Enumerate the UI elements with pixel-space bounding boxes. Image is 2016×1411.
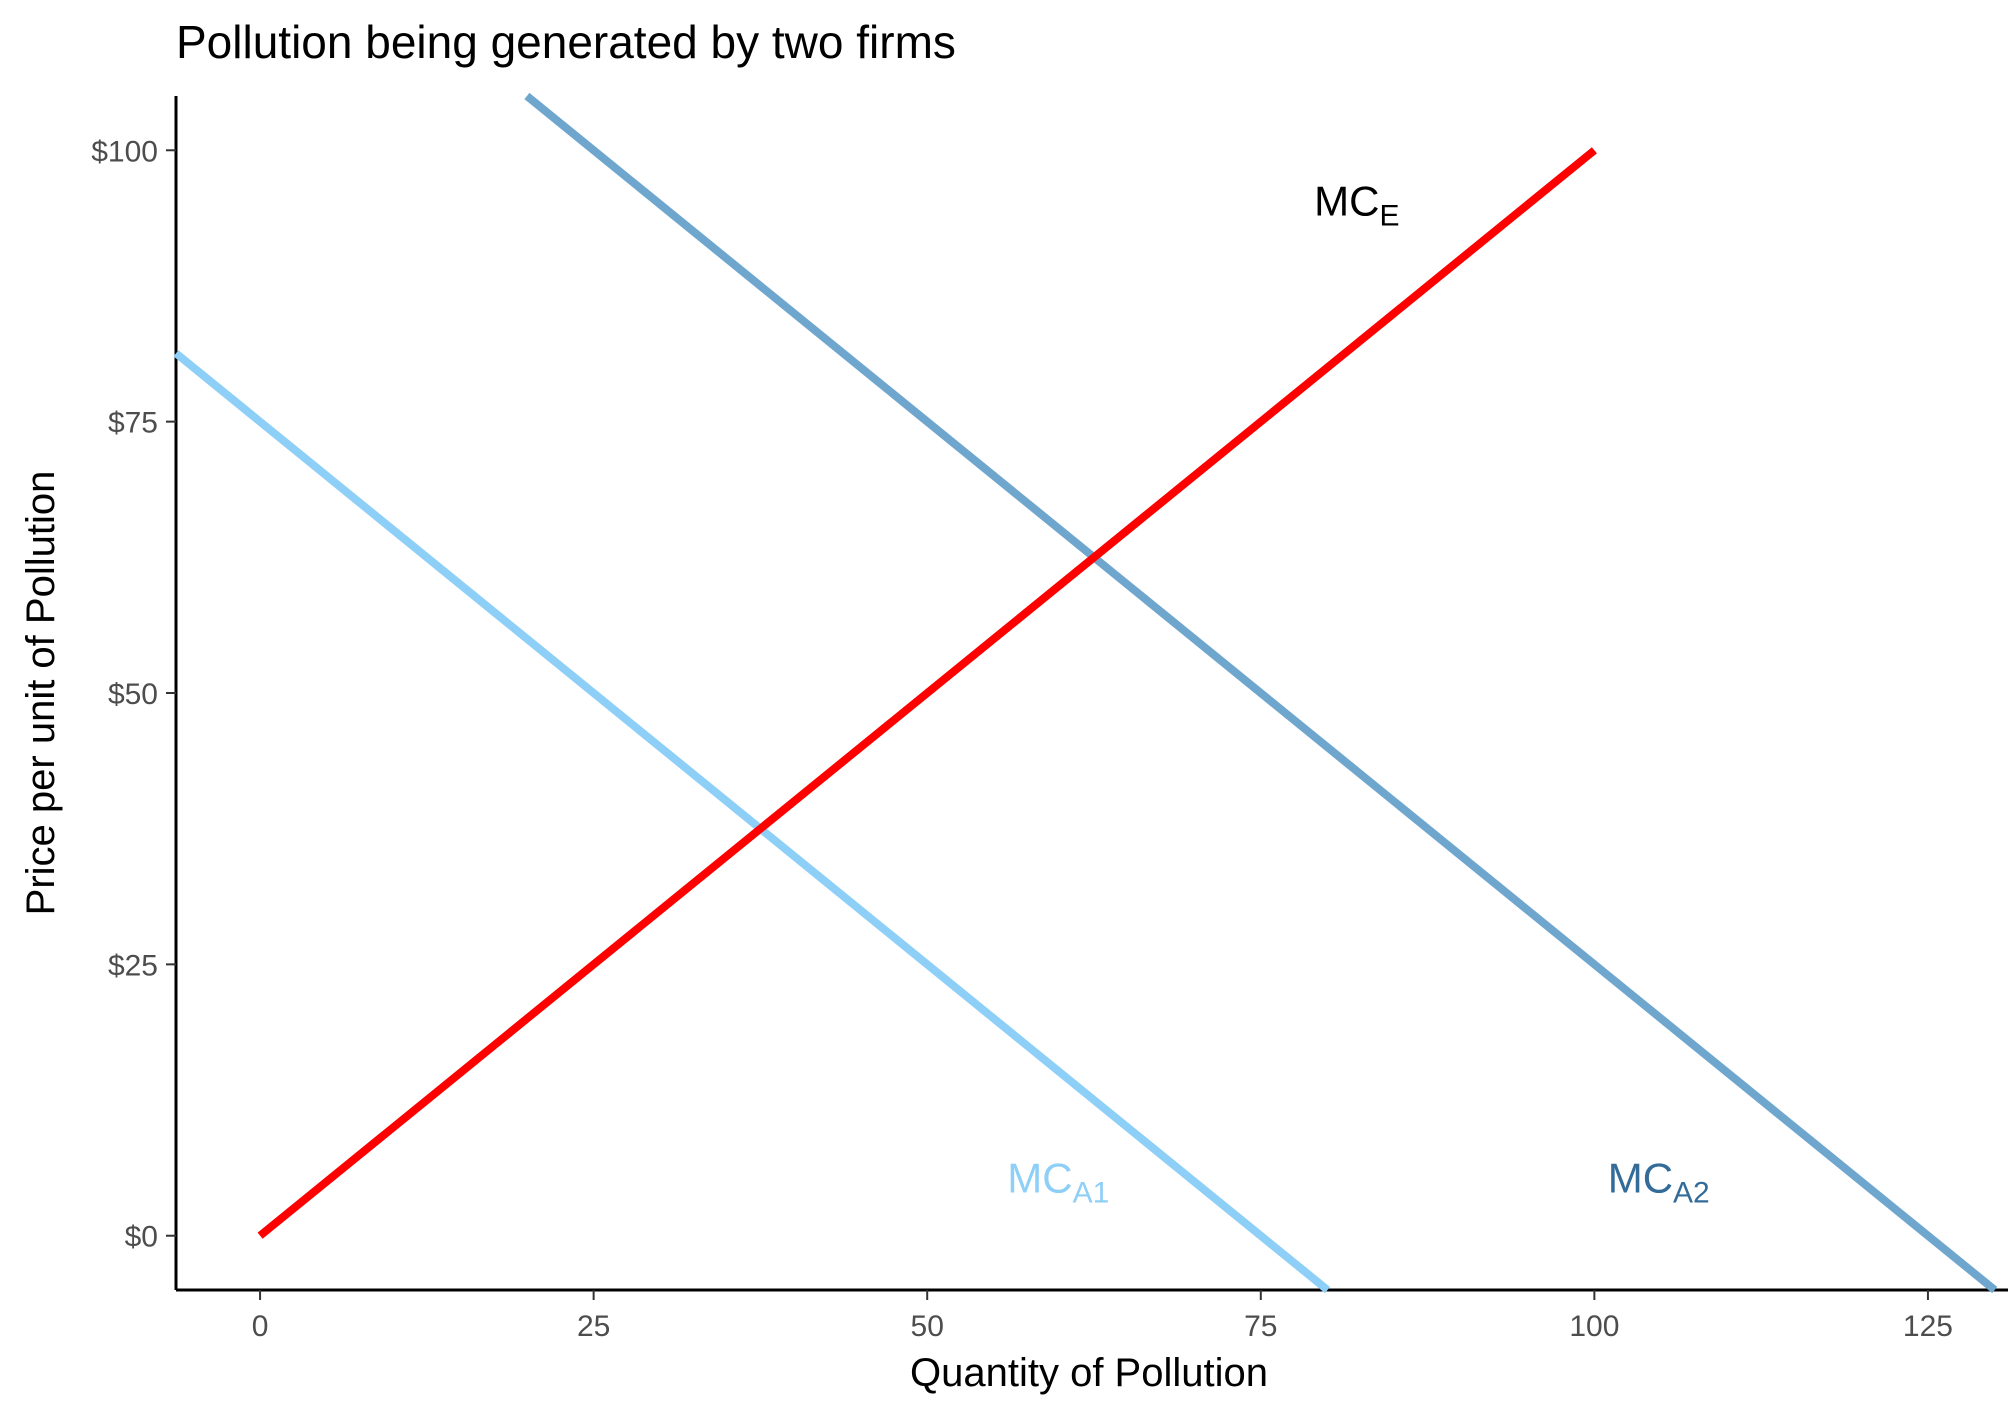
y-tick-label: $100 [91,135,158,168]
curve-label-subscript: A1 [1073,1176,1110,1209]
curve-label-main: MC [1608,1154,1673,1201]
x-axis: 0 25 50 75 100 125 [176,1288,2008,1343]
curve-label-mca1: MCA1 [1007,1154,1109,1209]
series-line-mca1 [173,350,1331,1294]
series-line-mca2 [524,92,1998,1294]
y-axis: $0 $25 $50 $75 $100 [91,96,178,1290]
x-tick-label: 50 [911,1310,944,1343]
curve-label-main: MC [1007,1154,1072,1201]
y-tick-label: $0 [125,1221,158,1254]
x-tick-label: 25 [577,1310,610,1343]
x-tick-label: 125 [1903,1310,1953,1343]
series-layer [173,92,1998,1294]
curve-label-subscript: E [1379,199,1399,232]
curve-label-main: MC [1314,177,1379,224]
x-tick-label: 100 [1569,1310,1619,1343]
curve-label-mca2: MCA2 [1608,1154,1710,1209]
x-tick-label: 0 [252,1310,269,1343]
chart-title: Pollution being generated by two firms [176,16,956,68]
x-tick-label: 75 [1244,1310,1277,1343]
y-tick-label: $25 [108,949,158,982]
y-tick-label: $50 [108,678,158,711]
y-axis-title: Price per unit of Pollution [19,471,63,916]
y-tick-label: $75 [108,407,158,440]
curve-label-mce: MCE [1314,177,1399,232]
curve-label-subscript: A2 [1673,1176,1710,1209]
series-line-mce [257,147,1597,1239]
x-axis-title: Quantity of Pollution [910,1351,1268,1395]
